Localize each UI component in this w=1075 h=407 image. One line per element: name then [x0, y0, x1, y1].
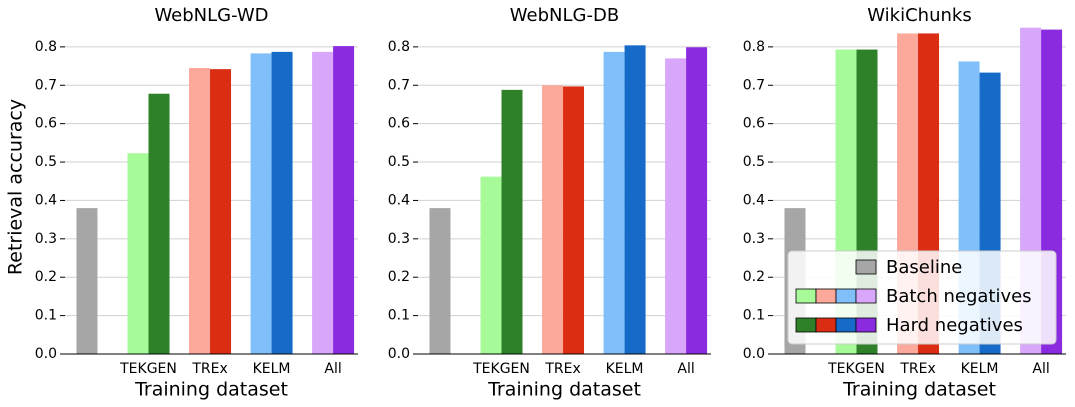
bar — [563, 86, 585, 355]
bar — [624, 45, 646, 355]
chart-title: WebNLG-WD — [154, 5, 268, 26]
y-axis-label: Retrieval accuracy — [5, 99, 27, 275]
legend-swatch — [835, 288, 857, 304]
legend-swatch — [835, 317, 857, 333]
x-tick-label: TREx — [899, 361, 935, 377]
x-tick-label: All — [324, 361, 341, 377]
y-tick-label: 0.2 — [35, 269, 57, 285]
y-tick-label: 0.7 — [743, 77, 765, 93]
x-tick-label: All — [677, 361, 694, 377]
legend-swatch — [855, 288, 877, 304]
x-tick-label: TEKGEN — [827, 361, 885, 377]
bar — [665, 58, 687, 354]
legend-swatch — [795, 288, 817, 304]
y-tick-label: 0.5 — [35, 154, 57, 170]
bar — [429, 208, 451, 354]
x-tick-label: TREx — [191, 361, 227, 377]
bar — [148, 93, 170, 355]
y-tick-label: 0.3 — [35, 231, 57, 247]
y-tick-label: 0.6 — [743, 116, 765, 132]
x-axis-label: Training dataset — [487, 379, 641, 401]
y-tick-label: 0.0 — [743, 346, 765, 362]
x-tick-label: TREx — [544, 361, 580, 377]
legend-swatch — [855, 317, 877, 333]
legend-swatch — [795, 317, 817, 333]
bar — [127, 153, 149, 354]
y-tick-label: 0.5 — [743, 154, 765, 170]
y-tick-label: 0.1 — [35, 308, 57, 324]
x-axis-label: Training dataset — [134, 379, 288, 401]
y-tick-label: 0.4 — [35, 192, 57, 208]
legend-label: Hard negatives — [886, 315, 1023, 336]
bar — [312, 51, 334, 354]
y-tick-label: 0.8 — [388, 39, 410, 55]
bar — [189, 67, 211, 355]
y-tick-label: 0.4 — [388, 192, 410, 208]
y-tick-label: 0.8 — [743, 39, 765, 55]
chart-title: WikiChunks — [867, 5, 971, 26]
x-tick-label: TEKGEN — [472, 361, 530, 377]
x-tick-label: KELM — [253, 361, 291, 377]
y-tick-label: 0.1 — [388, 308, 410, 324]
y-tick-label: 0.0 — [388, 346, 410, 362]
y-tick-label: 0.6 — [35, 116, 57, 132]
bar — [686, 47, 708, 354]
y-tick-label: 0.2 — [743, 269, 765, 285]
legend: Baseline Batch negatives Hard negatives — [787, 250, 1057, 345]
bar — [271, 51, 293, 354]
legend-swatch — [815, 317, 837, 333]
y-tick-label: 0.5 — [388, 154, 410, 170]
legend-swatch — [815, 288, 837, 304]
y-tick-label: 0.4 — [743, 192, 765, 208]
x-tick-label: KELM — [961, 361, 999, 377]
y-tick-label: 0.3 — [388, 231, 410, 247]
y-tick-label: 0.0 — [35, 346, 57, 362]
y-tick-label: 0.2 — [388, 269, 410, 285]
bar — [501, 89, 523, 354]
bar — [603, 51, 625, 354]
bar — [210, 69, 232, 354]
x-tick-label: TEKGEN — [119, 361, 177, 377]
y-tick-label: 0.7 — [388, 77, 410, 93]
x-axis-label: Training dataset — [842, 379, 996, 401]
legend-label: Batch negatives — [886, 286, 1032, 307]
chart-title: WebNLG-DB — [510, 5, 619, 26]
y-tick-label: 0.8 — [35, 39, 57, 55]
bar — [250, 53, 272, 355]
legend-swatch — [855, 259, 877, 275]
bar — [542, 85, 564, 354]
legend-label: Baseline — [886, 257, 962, 278]
y-tick-label: 0.7 — [35, 77, 57, 93]
bar — [480, 176, 502, 354]
y-tick-label: 0.1 — [743, 308, 765, 324]
x-tick-label: All — [1032, 361, 1049, 377]
bar — [333, 46, 355, 355]
bar — [76, 208, 98, 354]
y-tick-label: 0.3 — [743, 231, 765, 247]
x-tick-label: KELM — [606, 361, 644, 377]
y-tick-label: 0.6 — [388, 116, 410, 132]
